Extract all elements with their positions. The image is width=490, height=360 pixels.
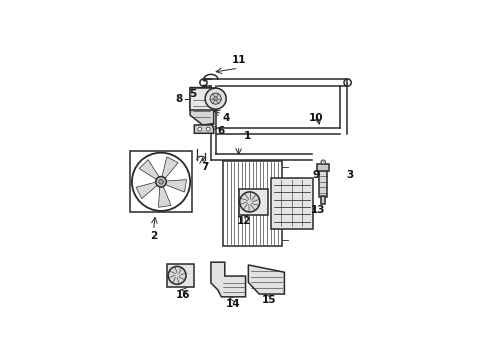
Polygon shape [166,180,187,192]
Polygon shape [190,87,214,125]
Bar [190,87,215,110]
Polygon shape [248,265,284,294]
Text: 14: 14 [226,299,241,309]
Circle shape [198,127,202,131]
Text: 12: 12 [237,216,251,226]
Bar [318,164,329,171]
Circle shape [205,88,226,109]
Circle shape [321,160,325,164]
Bar [223,161,282,246]
Polygon shape [162,157,178,179]
Text: 4: 4 [222,113,230,123]
Text: 11: 11 [231,55,246,65]
Circle shape [168,266,186,284]
Circle shape [214,97,218,100]
Text: 9: 9 [313,170,320,180]
Bar [239,189,268,215]
Text: 7: 7 [202,162,209,172]
Polygon shape [195,125,214,133]
Polygon shape [211,262,245,297]
Text: 8: 8 [175,94,183,104]
Polygon shape [136,182,157,199]
Bar [130,151,192,212]
Circle shape [159,180,163,184]
Text: 1: 1 [244,131,250,141]
Circle shape [240,192,260,212]
Text: 3: 3 [346,170,353,180]
Polygon shape [139,160,159,179]
Polygon shape [158,186,171,207]
Circle shape [210,93,221,104]
Bar [167,264,195,287]
Text: 13: 13 [310,204,325,215]
Text: 2: 2 [150,231,157,241]
Bar [321,195,325,204]
Text: 10: 10 [309,113,323,123]
Text: 15: 15 [262,294,276,305]
Bar [271,177,313,229]
Bar [319,167,327,197]
Circle shape [156,176,166,187]
Circle shape [206,127,210,131]
Text: 16: 16 [176,291,191,301]
Text: 6: 6 [217,126,224,135]
Text: 5: 5 [189,90,196,99]
